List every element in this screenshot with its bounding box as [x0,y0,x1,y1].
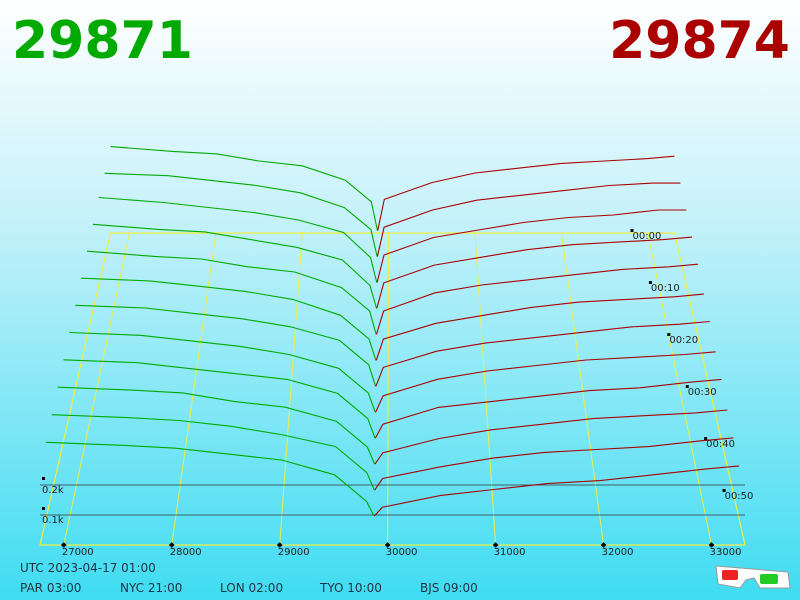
best-bid: 29871 [12,11,193,71]
x-tick [276,542,283,548]
utc-time: UTC 2023-04-17 01:00 [20,561,156,575]
x-tick-label: 29000 [278,547,310,558]
x-tick-label: 27000 [62,547,94,558]
city-time: PAR 03:00 [20,581,81,595]
ask-depth-line [375,320,710,387]
x-tick-label: 32000 [602,547,634,558]
grid-line [171,232,217,546]
time-tick-label: 00:30 [688,387,717,398]
plot: 27000 28000 29000 30000 31000 32000 33000 0.1k 0… [39,146,754,558]
ask-depth-line [375,263,699,335]
floor-outline [39,232,746,546]
grid-line [279,232,303,546]
bid-depth-line [45,441,375,517]
y-tick [42,507,45,510]
x-tick-label: 33000 [710,547,742,558]
x-tick-label: 28000 [170,547,202,558]
x-tick [600,542,607,548]
bid-depth-line [63,359,376,439]
bid-depth-line [75,304,377,387]
x-tick [60,542,67,548]
y-tick-label: 0.1k [42,515,64,526]
grid-line [560,232,605,546]
time-tick [704,437,708,440]
ask-depth-line [374,437,734,491]
grid-line [474,232,497,546]
x-tick [168,542,175,548]
grid-line [387,232,390,546]
time-tick [722,489,726,492]
time-tick [630,229,634,232]
bid-depth-line [69,331,376,413]
bid-depth-line [104,172,378,257]
y-tick-label: 0.2k [42,485,64,496]
time-tick-label: 00:10 [651,283,680,294]
time-tick-label: 00:20 [669,335,698,346]
city-time: TYO 10:00 [319,581,382,595]
x-tick-label: 31000 [494,547,526,558]
bid-depth-line [51,414,375,491]
ask-depth-line [374,378,722,439]
grid-line [647,232,713,546]
ask-depth-line [376,209,687,283]
time-tick-label: 00:00 [633,231,662,242]
ask-depth-line [374,409,728,465]
time-tick-label: 00:50 [725,491,754,502]
time-tick [667,333,671,336]
bid-depth-line [86,250,377,335]
bid-depth-line [81,277,377,361]
x-tick [492,542,499,548]
city-time: BJS 09:00 [420,581,478,595]
best-ask: 29874 [609,11,790,71]
bid-depth-line [110,146,379,231]
bid-depth-line [92,223,378,309]
bid-depth-line [98,196,378,283]
y-tick [42,477,45,480]
city-time: LON 02:00 [220,581,283,595]
bid-depth-line [57,386,376,465]
ask-depth-line [376,182,681,257]
city-time: NYC 21:00 [120,581,182,595]
time-tick [685,385,689,388]
ask-depth-line [373,465,740,517]
ask-depth-line [375,293,704,361]
x-tick [384,542,391,548]
ask-depth-line [376,236,693,309]
ask-depth-line [377,155,675,231]
time-tick-label: 00:40 [706,439,735,450]
x-tick-label: 30000 [386,547,418,558]
time-tick [648,281,652,284]
floor: 27000 28000 29000 30000 31000 32000 33000 0.1k 0… [39,232,746,558]
x-tick [708,542,715,548]
ask-depth-line [375,351,716,413]
glasses-icon [715,565,791,589]
